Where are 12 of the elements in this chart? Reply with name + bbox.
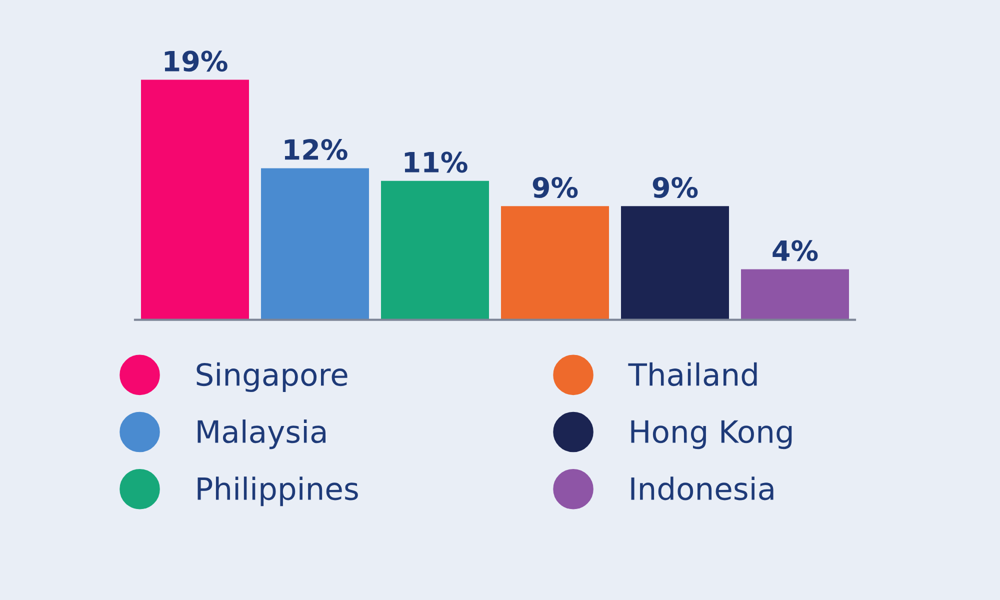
data-label: 19% — [164, 50, 228, 72]
data-label: 9% — [652, 176, 698, 198]
legend-label: Philippines — [198, 476, 358, 506]
legend-label: Malaysia — [198, 419, 326, 450]
data-label: 4% — [772, 240, 818, 262]
data-label: 9% — [532, 176, 578, 198]
legend-label: Singapore — [196, 362, 348, 392]
data-label: 12% — [284, 139, 348, 160]
legend-label: Indonesia — [631, 476, 774, 500]
legend-label: Thailand — [628, 362, 757, 386]
data-label: 11% — [404, 152, 468, 173]
legend-label: Hong Kong — [631, 420, 792, 450]
